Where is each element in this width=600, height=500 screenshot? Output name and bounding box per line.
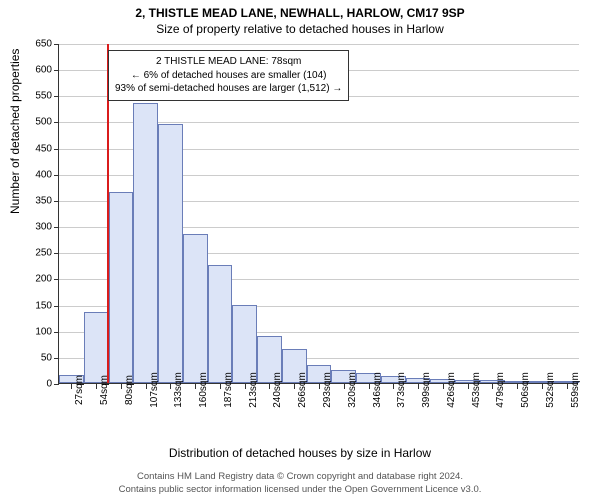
x-tick	[170, 384, 171, 389]
y-tick	[54, 149, 59, 150]
y-tick	[54, 227, 59, 228]
x-tick	[220, 384, 221, 389]
y-tick	[54, 201, 59, 202]
histogram-bar	[183, 234, 208, 383]
y-tick	[54, 253, 59, 254]
histogram-bar	[158, 124, 183, 383]
x-tick-label: 426sqm	[446, 372, 457, 408]
y-tick	[54, 332, 59, 333]
x-tick-label: 506sqm	[520, 372, 531, 408]
footer: Contains HM Land Registry data © Crown c…	[0, 471, 600, 496]
y-tick-label: 250	[22, 248, 52, 259]
x-tick	[443, 384, 444, 389]
annotation-line1: 2 THISTLE MEAD LANE: 78sqm	[115, 55, 342, 69]
x-tick	[418, 384, 419, 389]
histogram-bar	[109, 192, 134, 383]
y-tick	[54, 384, 59, 385]
footer-line1: Contains HM Land Registry data © Crown c…	[0, 471, 600, 483]
x-tick	[195, 384, 196, 389]
y-tick-label: 300	[22, 222, 52, 233]
x-tick-label: 559sqm	[570, 372, 581, 408]
y-tick	[54, 122, 59, 123]
y-tick-label: 50	[22, 352, 52, 363]
x-tick	[121, 384, 122, 389]
y-tick	[54, 358, 59, 359]
x-tick-label: 399sqm	[421, 372, 432, 408]
chart-subtitle: Size of property relative to detached ho…	[0, 20, 600, 36]
y-tick-label: 600	[22, 65, 52, 76]
y-tick-label: 500	[22, 117, 52, 128]
x-tick-label: 479sqm	[495, 372, 506, 408]
x-tick	[542, 384, 543, 389]
x-tick	[294, 384, 295, 389]
x-tick	[492, 384, 493, 389]
x-tick	[517, 384, 518, 389]
grid-line	[59, 44, 579, 45]
x-tick	[369, 384, 370, 389]
histogram-bar	[208, 265, 233, 383]
histogram-bar	[133, 103, 158, 383]
y-tick-label: 150	[22, 300, 52, 311]
annotation-box: 2 THISTLE MEAD LANE: 78sqm ← 6% of detac…	[108, 50, 349, 101]
histogram-bar	[84, 312, 109, 383]
footer-line2: Contains public sector information licen…	[0, 484, 600, 496]
y-tick	[54, 70, 59, 71]
annotation-line2: ← 6% of detached houses are smaller (104…	[115, 69, 342, 83]
x-tick	[146, 384, 147, 389]
annotation-line3: 93% of semi-detached houses are larger (…	[115, 82, 342, 96]
x-tick	[96, 384, 97, 389]
y-tick	[54, 96, 59, 97]
x-tick-label: 453sqm	[471, 372, 482, 408]
x-tick	[468, 384, 469, 389]
x-tick	[319, 384, 320, 389]
y-tick-label: 0	[22, 379, 52, 390]
x-tick	[344, 384, 345, 389]
x-tick	[245, 384, 246, 389]
x-tick	[71, 384, 72, 389]
y-tick	[54, 306, 59, 307]
x-axis-label: Distribution of detached houses by size …	[0, 446, 600, 460]
y-tick-label: 650	[22, 39, 52, 50]
chart-area: 0501001502002503003504004505005506006502…	[58, 44, 578, 384]
x-tick	[269, 384, 270, 389]
y-tick-label: 350	[22, 195, 52, 206]
y-tick-label: 200	[22, 274, 52, 285]
y-tick	[54, 175, 59, 176]
y-tick-label: 550	[22, 91, 52, 102]
y-tick	[54, 279, 59, 280]
y-tick-label: 450	[22, 143, 52, 154]
x-tick-label: 532sqm	[545, 372, 556, 408]
y-tick-label: 100	[22, 326, 52, 337]
x-tick	[393, 384, 394, 389]
y-tick-label: 400	[22, 169, 52, 180]
chart-title: 2, THISTLE MEAD LANE, NEWHALL, HARLOW, C…	[0, 0, 600, 20]
y-axis-label: Number of detached properties	[8, 49, 22, 214]
x-tick	[567, 384, 568, 389]
y-tick	[54, 44, 59, 45]
